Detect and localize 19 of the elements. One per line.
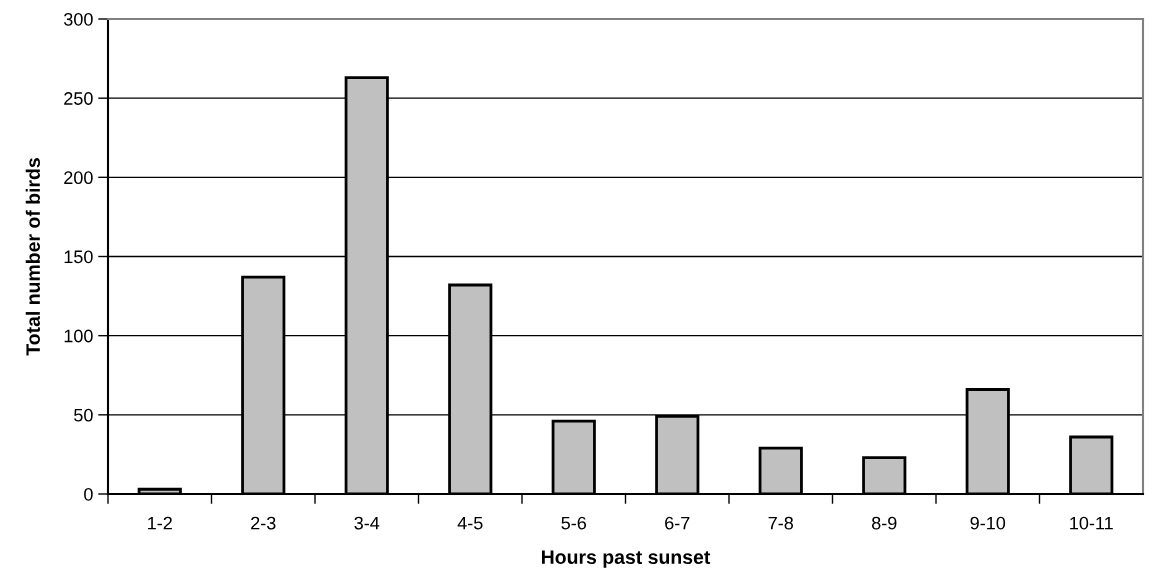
x-tick-label: 6-7 — [665, 516, 690, 530]
x-tick-label: 8-9 — [871, 516, 897, 530]
x-tick-label: 2-3 — [251, 516, 276, 530]
y-tick-label: 0 — [84, 487, 93, 501]
y-tick-label: 150 — [64, 250, 93, 264]
x-tick-label: 9-10 — [970, 516, 1006, 530]
x-tick-label: 7-8 — [768, 516, 794, 530]
x-tick-label: 3-4 — [354, 516, 380, 530]
x-tick-label: 10-11 — [1070, 516, 1113, 530]
y-tick-label: 100 — [64, 329, 93, 343]
y-tick-label: 200 — [64, 171, 93, 185]
y-tick-label: 250 — [64, 92, 93, 105]
y-tick-label: 50 — [74, 408, 93, 422]
x-tick-label: 1-2 — [148, 516, 172, 530]
x-tick-label: 5-6 — [561, 516, 587, 530]
y-axis-title: Total number of birds — [25, 158, 41, 356]
x-tick-label: 4-5 — [457, 516, 483, 530]
y-tick-label: 300 — [63, 12, 93, 26]
x-axis-title: Hours past sunset — [541, 550, 711, 568]
